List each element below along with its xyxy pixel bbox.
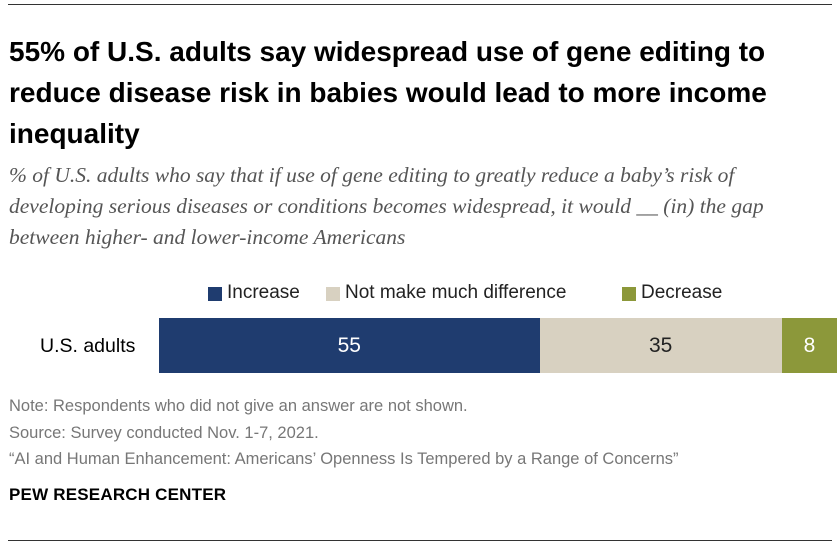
report-title: “AI and Human Enhancement: Americans’ Op… bbox=[9, 450, 679, 468]
legend-label-decrease: Decrease bbox=[641, 282, 723, 303]
legend-label-increase: Increase bbox=[227, 282, 300, 303]
bar-segment-not-make-much-difference bbox=[539, 318, 782, 373]
bottom-rule bbox=[8, 540, 832, 541]
pew-logo-text: PEW RESEARCH CENTER bbox=[9, 485, 227, 504]
data-label-not-make-much-difference: 35 bbox=[649, 334, 673, 357]
chart-title: 55% of U.S. adults say widespread use of… bbox=[9, 36, 767, 149]
note-text: Note: Respondents who did not give an an… bbox=[9, 397, 468, 415]
source-text: Source: Survey conducted Nov. 1-7, 2021. bbox=[9, 424, 319, 442]
bar-segment-decrease bbox=[781, 318, 838, 373]
legend-label-not-make-much-difference: Not make much difference bbox=[345, 282, 567, 303]
legend-swatch-not-make-much-difference bbox=[326, 287, 340, 301]
top-rule bbox=[8, 4, 832, 5]
legend-swatch-decrease bbox=[622, 287, 636, 301]
stacked-bar: 55 35 8 bbox=[159, 318, 840, 373]
data-label-increase: 55 bbox=[337, 334, 361, 357]
chart-subtitle: % of U.S. adults who say that if use of … bbox=[9, 163, 764, 249]
category-label: U.S. adults bbox=[40, 335, 136, 357]
data-label-decrease: 8 bbox=[803, 334, 816, 357]
bar-segment-increase bbox=[159, 318, 540, 373]
legend-swatch-increase bbox=[208, 287, 222, 301]
